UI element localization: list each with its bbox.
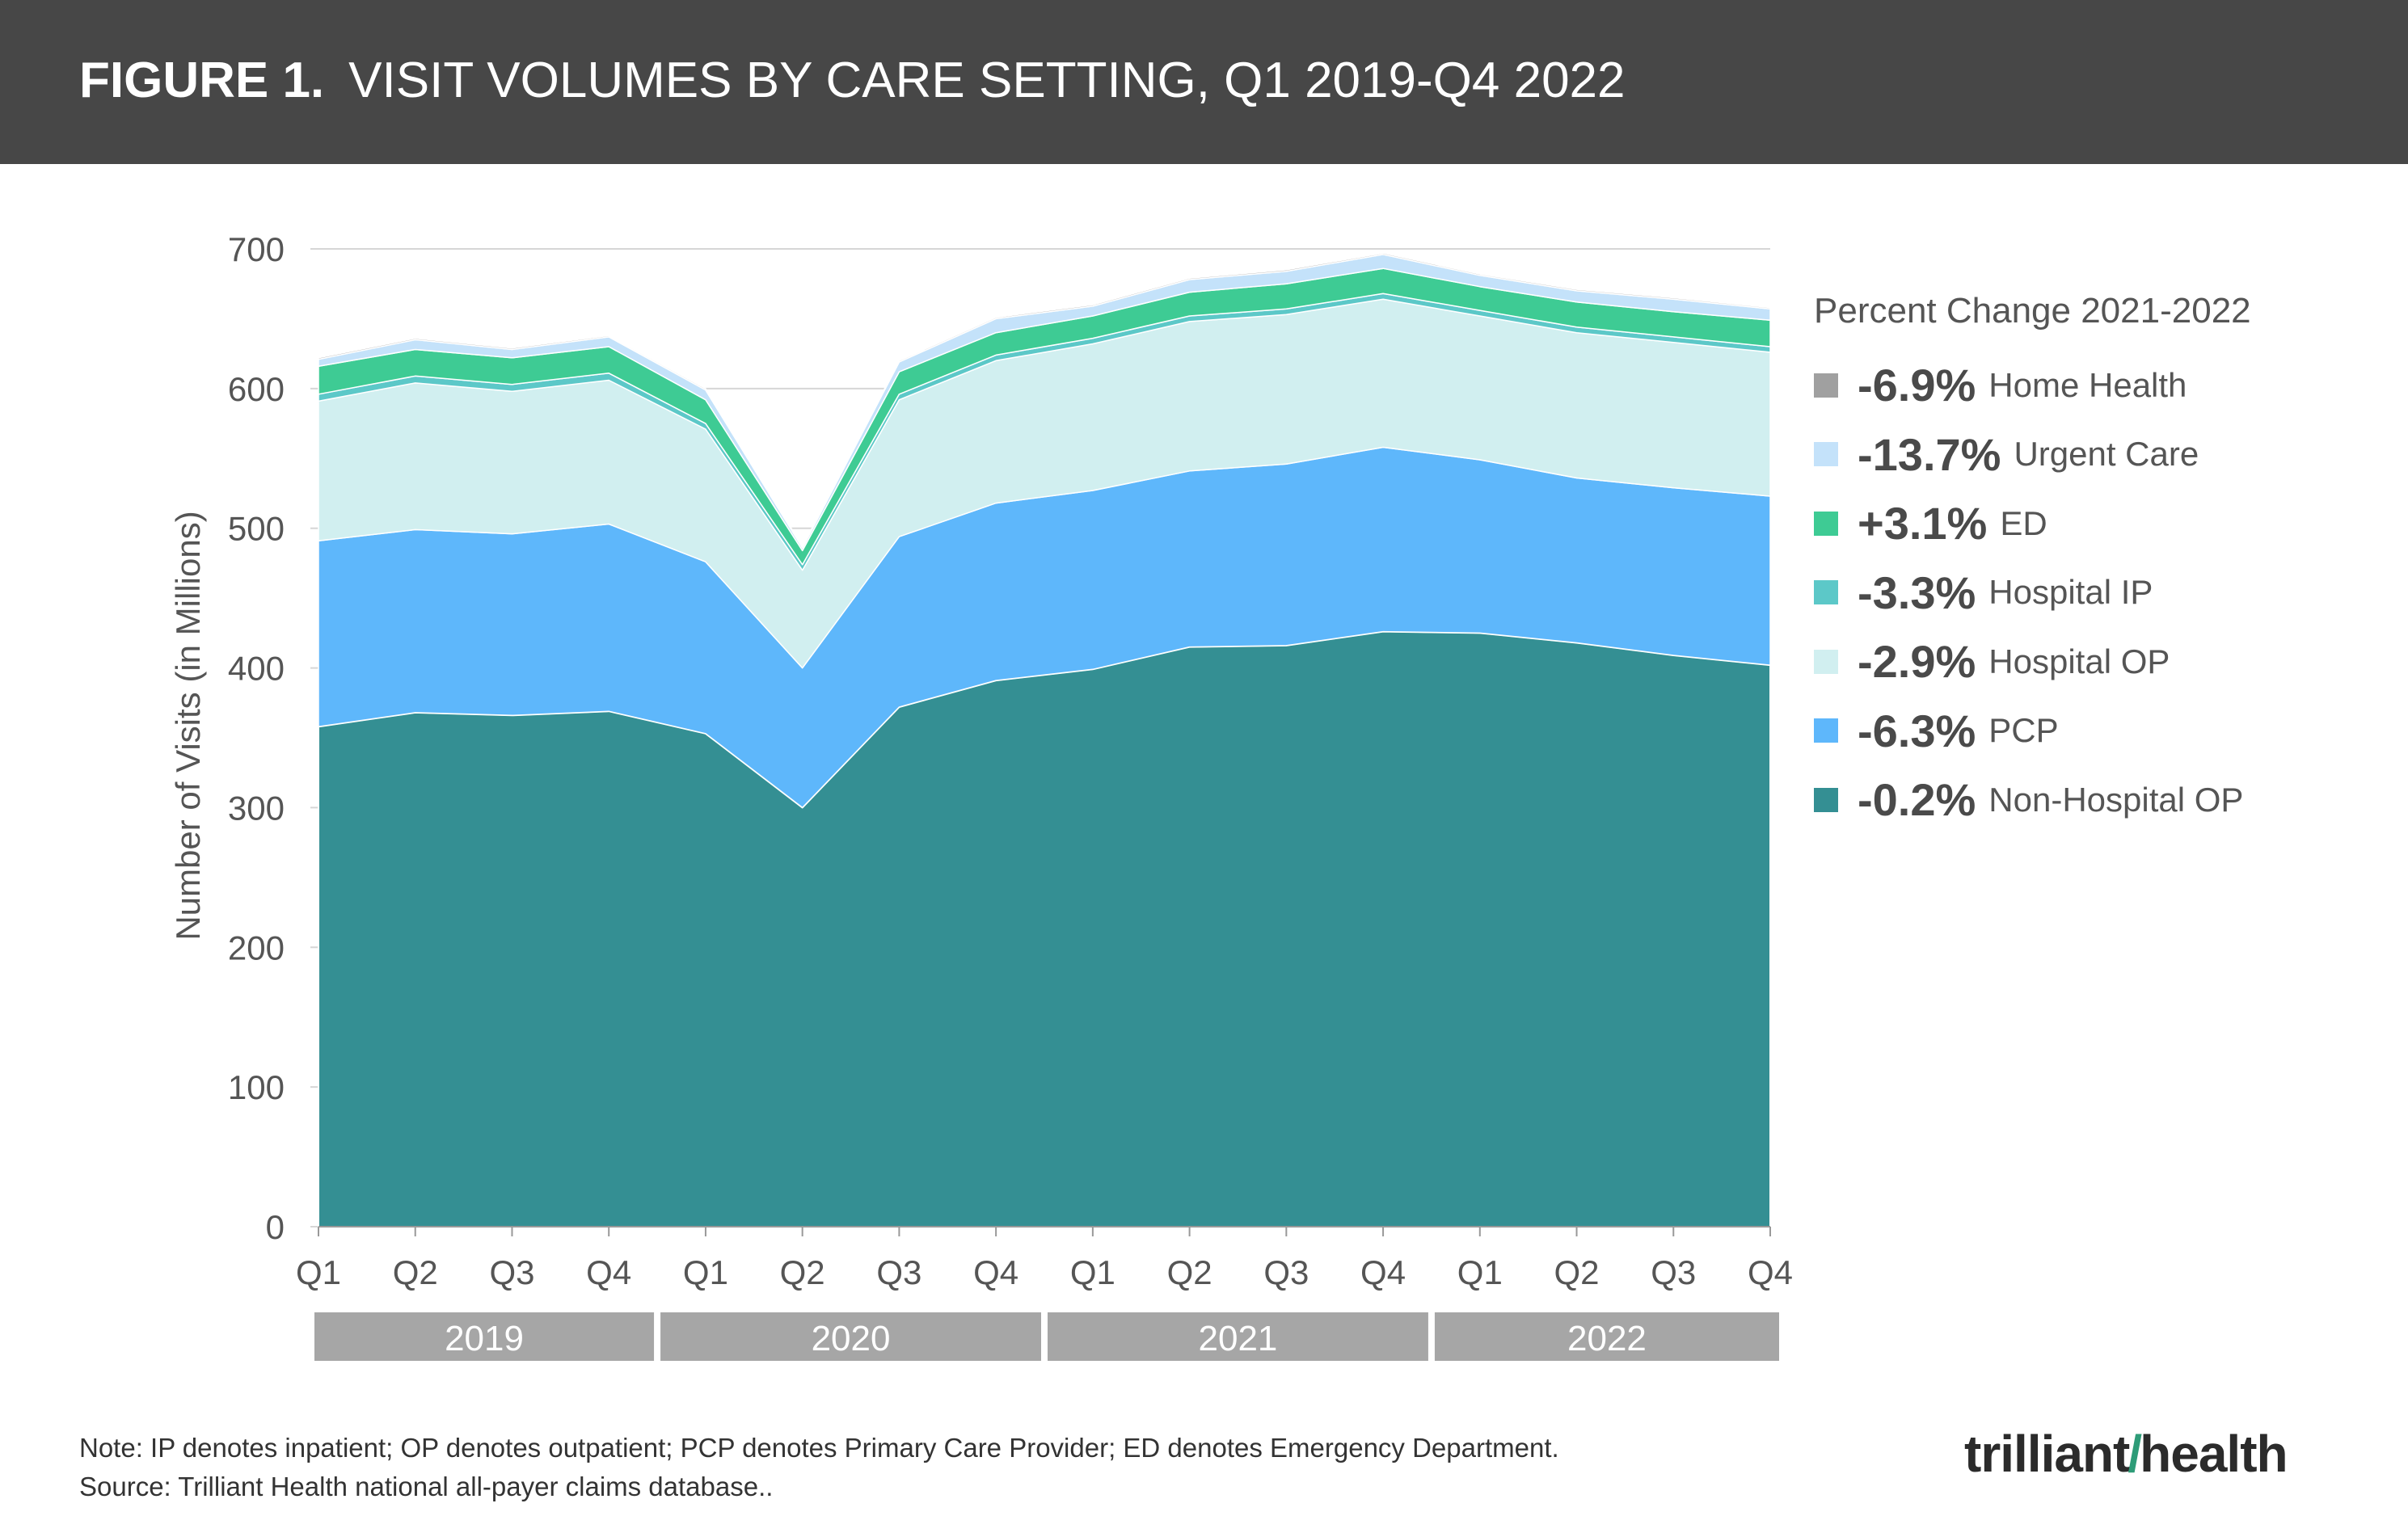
legend-item: -6.3% PCP (1814, 697, 2251, 766)
x-tick-label: Q2 (393, 1253, 438, 1291)
x-tick-label: Q4 (973, 1253, 1018, 1291)
brand-logo: trilliant/health (1964, 1424, 2288, 1484)
legend-percent: -0.2% (1858, 774, 1976, 826)
legend-item: -6.9% Home Health (1814, 351, 2251, 420)
legend-swatch (1814, 511, 1838, 536)
x-tick-label: Q4 (586, 1253, 631, 1291)
legend-percent: -2.9% (1858, 636, 1976, 688)
area-home-health (318, 252, 1771, 549)
x-tick-label: Q4 (1360, 1253, 1406, 1291)
legend-percent: +3.1% (1858, 498, 1988, 550)
legend-swatch (1814, 442, 1838, 467)
legend-percent: -6.9% (1858, 360, 1976, 411)
legend-label: Urgent Care (2014, 435, 2199, 474)
year-label: 2019 (445, 1319, 524, 1358)
notes: Note: IP denotes inpatient; OP denotes o… (79, 1429, 1559, 1506)
y-tick-label: 600 (228, 370, 285, 408)
legend-item: -0.2% Non-Hospital OP (1814, 765, 2251, 835)
year-bar-2020 (660, 1312, 1041, 1361)
x-tick-label: Q2 (1554, 1253, 1600, 1291)
legend-label: Hospital IP (1988, 573, 2153, 612)
logo-text-left: trilliant (1964, 1425, 2130, 1483)
y-tick-label: 200 (228, 929, 285, 966)
y-tick-label: 400 (228, 650, 285, 688)
x-tick-label: Q1 (683, 1253, 728, 1291)
logo-text-right: health (2140, 1425, 2288, 1483)
legend-item: +3.1% ED (1814, 489, 2251, 558)
figure-title: FIGURE 1. VISIT VOLUMES BY CARE SETTING, … (79, 52, 1626, 109)
y-tick-label: 700 (228, 230, 285, 268)
legend-items: -6.9% Home Health -13.7% Urgent Care +3.1% ED… (1814, 351, 2251, 835)
legend-label: ED (2000, 503, 2047, 542)
x-tick-label: Q1 (296, 1253, 341, 1291)
legend-label: Hospital OP (1988, 642, 2170, 680)
x-tick-label: Q1 (1070, 1253, 1115, 1291)
year-bar-2019 (314, 1312, 655, 1361)
legend-percent: -6.3% (1858, 705, 1976, 756)
x-tick-label: Q4 (1748, 1253, 1793, 1291)
x-tick-label: Q3 (876, 1253, 921, 1291)
logo-slash-icon: / (2128, 1425, 2142, 1483)
legend-label: Home Health (1988, 365, 2187, 404)
x-tick-label: Q2 (1167, 1253, 1212, 1291)
figure-header: FIGURE 1. VISIT VOLUMES BY CARE SETTING, … (0, 0, 2408, 164)
figure-title-text: VISIT VOLUMES BY CARE SETTING, Q1 2019-Q… (348, 53, 1626, 108)
x-tick-label: Q2 (780, 1253, 825, 1291)
year-label: 2020 (812, 1319, 891, 1358)
legend-item: -3.3% Hospital IP (1814, 558, 2251, 628)
x-tick-label: Q1 (1457, 1253, 1503, 1291)
legend-swatch (1814, 649, 1838, 674)
year-bar-2021 (1048, 1312, 1428, 1361)
legend-item: -13.7% Urgent Care (1814, 420, 2251, 490)
note-line: Note: IP denotes inpatient; OP denotes o… (79, 1433, 1559, 1463)
y-tick-label: 100 (228, 1068, 285, 1106)
x-tick-label: Q3 (489, 1253, 534, 1291)
legend-swatch (1814, 373, 1838, 398)
x-tick-label: Q3 (1651, 1253, 1696, 1291)
figure-label: FIGURE 1. (79, 53, 325, 108)
legend-title: Percent Change 2021-2022 (1814, 291, 2251, 331)
legend-swatch (1814, 580, 1838, 605)
year-bar-2022 (1434, 1312, 1779, 1361)
y-axis-title: Number of Visits (in Millions) (169, 511, 207, 940)
area-non-hospital-op (318, 630, 1771, 1227)
legend-label: Non-Hospital OP (1988, 780, 2244, 819)
legend-label: PCP (1988, 711, 2059, 750)
legend-swatch (1814, 718, 1838, 743)
legend-swatch (1814, 787, 1838, 812)
year-label: 2021 (1199, 1319, 1278, 1358)
y-tick-label: 0 (266, 1208, 285, 1246)
y-tick-label: 500 (228, 510, 285, 548)
legend: Percent Change 2021-2022 -6.9% Home Healt… (1814, 291, 2251, 835)
year-label: 2022 (1567, 1319, 1647, 1358)
legend-item: -2.9% Hospital OP (1814, 627, 2251, 697)
legend-percent: -13.7% (1858, 428, 2001, 480)
source-line: Source: Trilliant Health national all-pa… (79, 1472, 774, 1501)
legend-percent: -3.3% (1858, 566, 1976, 618)
y-tick-label: 300 (228, 789, 285, 827)
x-tick-label: Q3 (1263, 1253, 1309, 1291)
